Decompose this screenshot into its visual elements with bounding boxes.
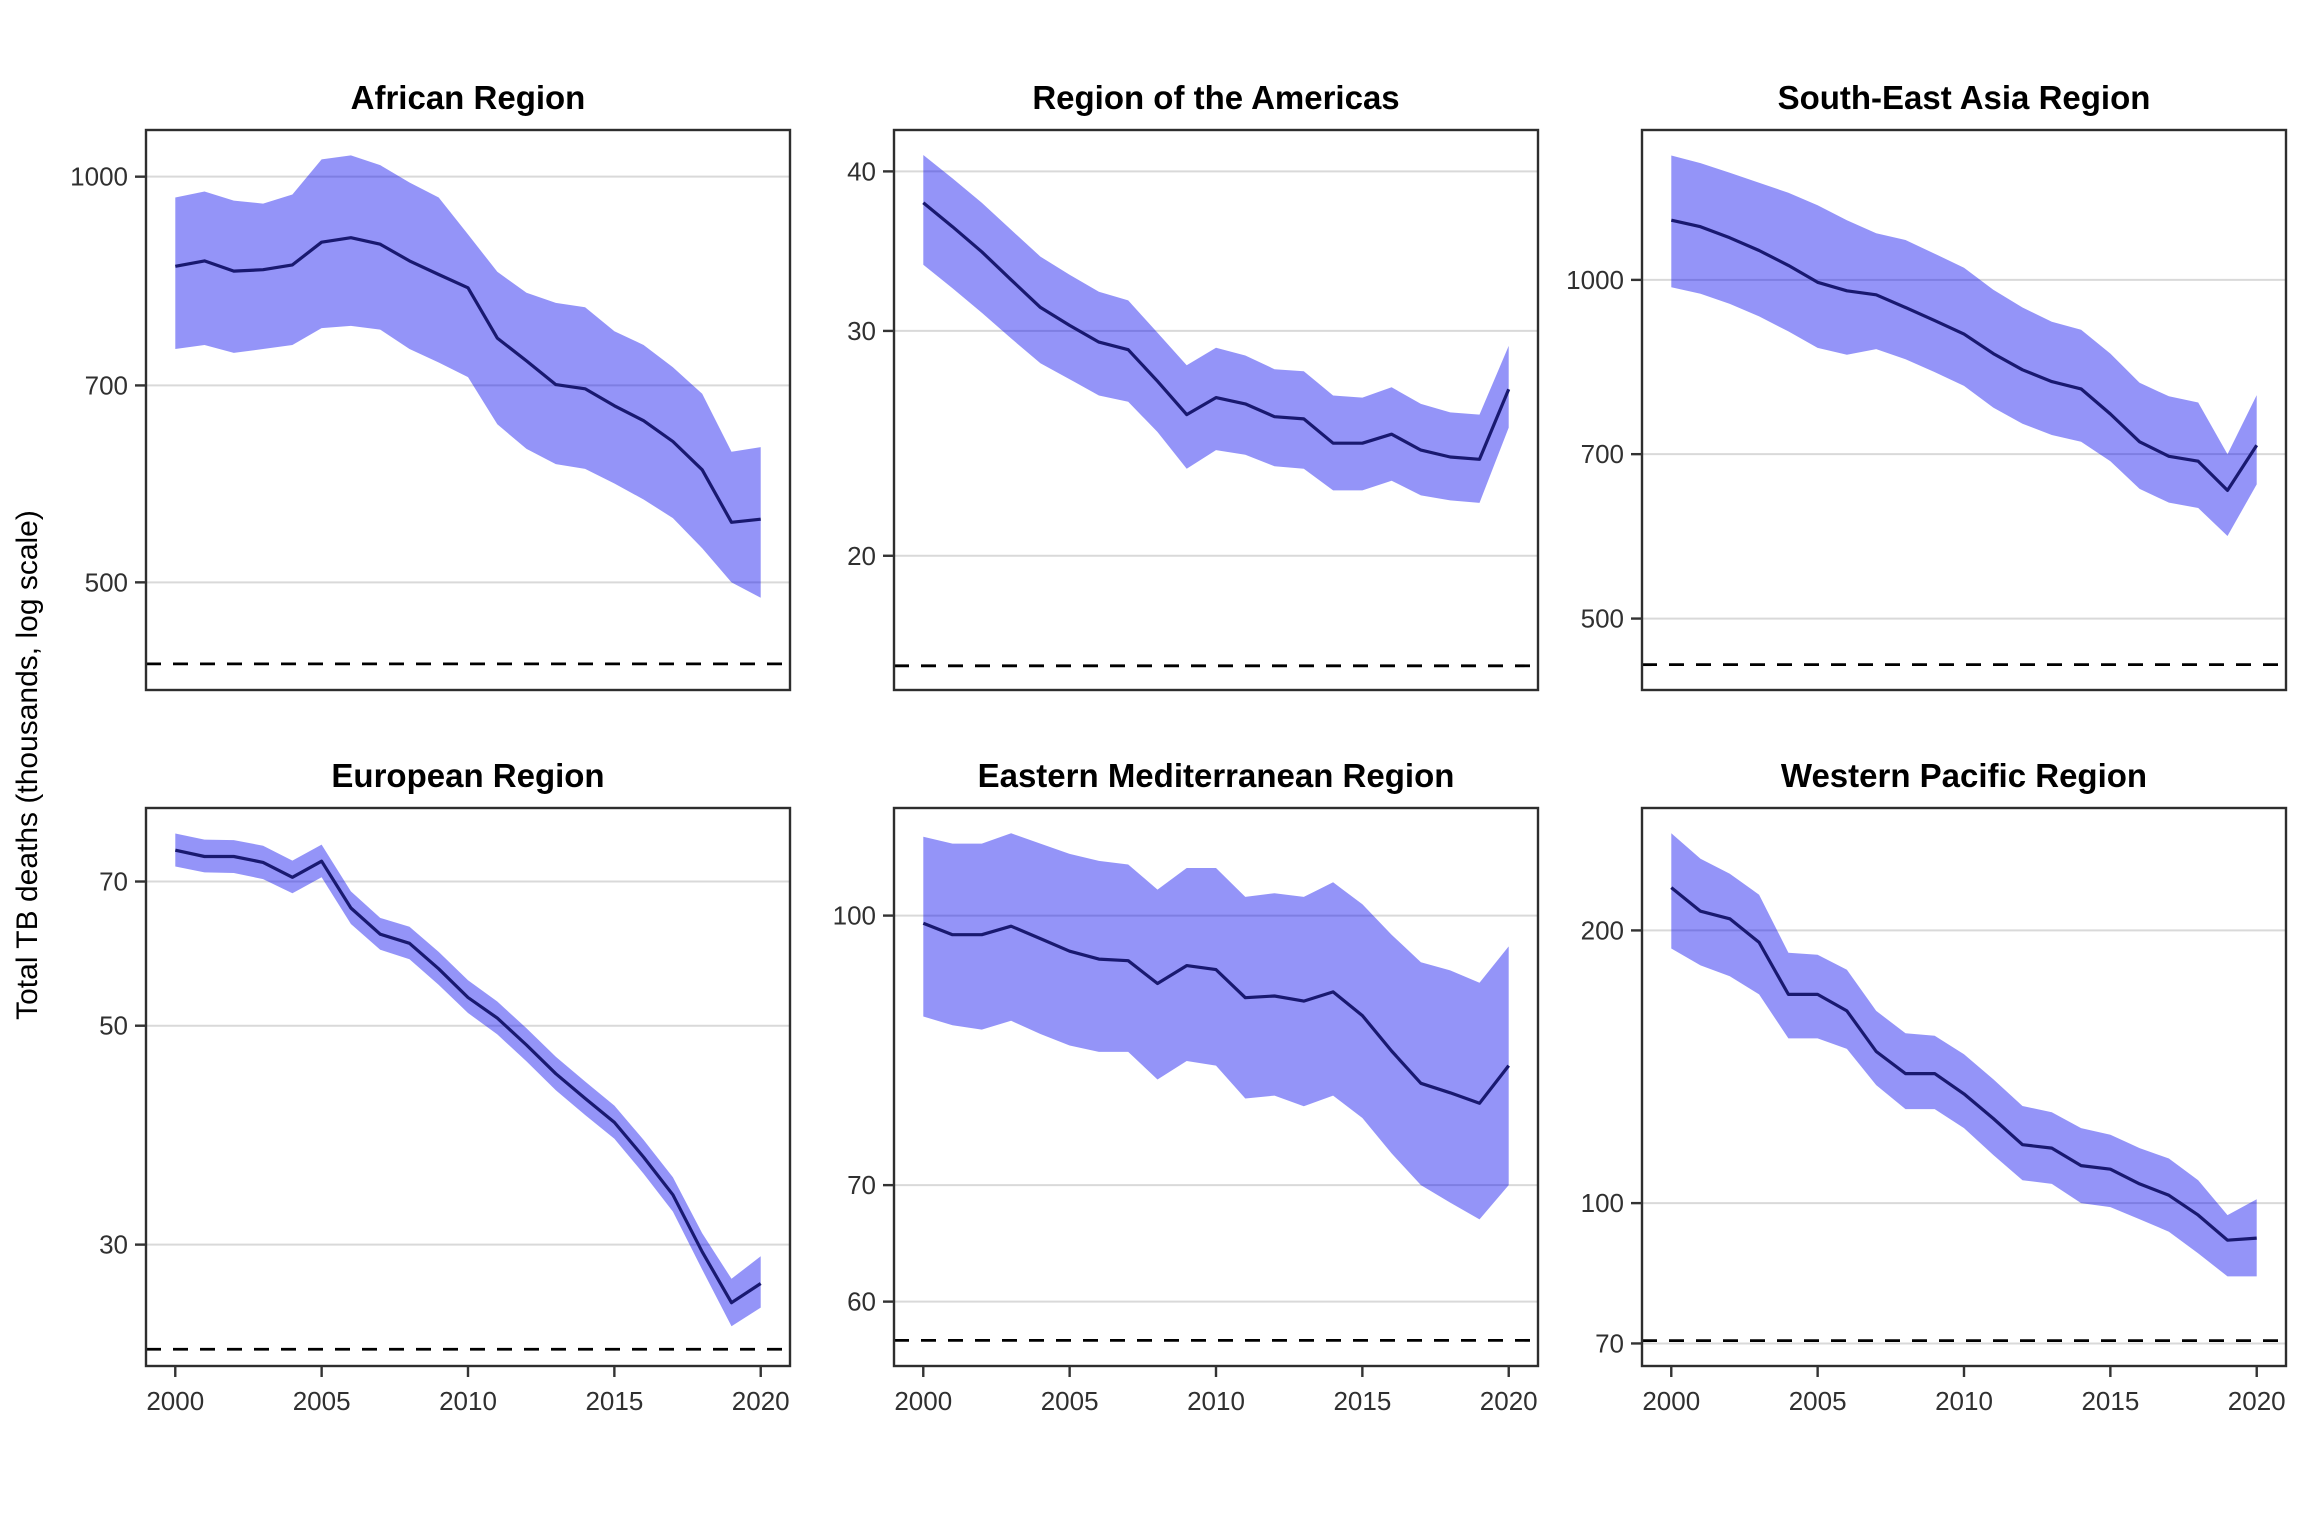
panel-border xyxy=(1640,128,2288,692)
y-tick-label: 200 xyxy=(1581,915,1624,945)
y-tick-label: 100 xyxy=(833,901,876,931)
y-tick-label: 100 xyxy=(1581,1188,1624,1218)
panel-region-of-the-americas: Region of the Americas 40 30 20 xyxy=(806,76,1554,698)
x-tick-label: 2005 xyxy=(293,1386,351,1416)
panel-title: Western Pacific Region xyxy=(1780,757,2148,794)
panel-title: African Region xyxy=(350,79,586,116)
panel-title: South-East Asia Region xyxy=(1777,79,2151,116)
x-tick-label: 2005 xyxy=(1789,1386,1847,1416)
y-tick-label: 1000 xyxy=(1566,265,1624,295)
x-tick-label: 2020 xyxy=(2228,1386,2286,1416)
trend-line xyxy=(1670,218,2259,492)
trend-line xyxy=(922,201,1511,461)
y-tick-label: 1000 xyxy=(70,162,128,192)
x-tick-label: 2010 xyxy=(1935,1386,1993,1416)
x-tick-label: 2020 xyxy=(732,1386,790,1416)
x-tick-label: 2000 xyxy=(146,1386,204,1416)
panel-title: Eastern Mediterranean Region xyxy=(977,757,1455,794)
trend-line xyxy=(174,848,762,1305)
panel-european-region: European Region 70 50 30 2000 2005 2010 2015 20… xyxy=(58,754,806,1420)
trend-line xyxy=(175,236,761,524)
y-tick-label: 40 xyxy=(847,156,876,186)
eastern-mediterranean-region-chart-canvas: 100 70 60 2000 2005 2010 2015 2020 xyxy=(833,806,1540,1416)
x-tick-label: 2000 xyxy=(894,1386,952,1416)
confidence-ribbon xyxy=(1671,155,2257,536)
african-region-chart-canvas: 1000 700 500 xyxy=(70,128,792,692)
y-tick-label: 50 xyxy=(99,1011,128,1041)
region-of-the-americas-chart-canvas: 40 30 20 xyxy=(847,128,1540,692)
x-tick-label: 2015 xyxy=(1333,1386,1391,1416)
confidence-ribbon xyxy=(923,155,1509,503)
panels-grid: African Region 1000 700 500 Region of the … xyxy=(58,76,2302,1420)
panel-south-east-asia-region: South-East Asia Region 1000 700 500 xyxy=(1554,76,2302,698)
x-tick-label: 2015 xyxy=(585,1386,643,1416)
y-tick-label: 700 xyxy=(1581,439,1624,469)
y-axis-title: Total TB deaths (thousands, log scale) xyxy=(11,510,44,1020)
x-tick-label: 2000 xyxy=(1642,1386,1700,1416)
y-tick-label: 70 xyxy=(847,1170,876,1200)
confidence-ribbon xyxy=(1671,833,2257,1277)
y-tick-label: 500 xyxy=(1581,604,1624,634)
south-east-asia-region-chart-canvas: 1000 700 500 xyxy=(1566,128,2288,692)
western-pacific-region-chart-canvas: 200 100 70 2000 2005 2010 2015 2020 xyxy=(1581,806,2288,1416)
panel-eastern-mediterranean-region: Eastern Mediterranean Region 100 70 60 2000… xyxy=(806,754,1554,1420)
panel-western-pacific-region: Western Pacific Region 200 100 70 2000 2005 2… xyxy=(1554,754,2302,1420)
x-tick-label: 2015 xyxy=(2081,1386,2139,1416)
y-tick-label: 30 xyxy=(99,1230,128,1260)
y-tick-label: 60 xyxy=(847,1287,876,1317)
x-tick-label: 2010 xyxy=(1187,1386,1245,1416)
panel-border xyxy=(144,128,792,692)
confidence-ribbon xyxy=(175,833,761,1327)
x-tick-label: 2005 xyxy=(1041,1386,1099,1416)
y-tick-label: 70 xyxy=(99,867,128,897)
y-tick-label: 20 xyxy=(847,541,876,571)
x-tick-label: 2010 xyxy=(439,1386,497,1416)
y-tick-label: 70 xyxy=(1595,1328,1624,1358)
panel-border xyxy=(892,128,1540,692)
panel-title: European Region xyxy=(331,757,605,794)
confidence-ribbon xyxy=(923,833,1509,1220)
panel-border xyxy=(144,806,792,1368)
y-tick-label: 30 xyxy=(847,316,876,346)
panel-african-region: African Region 1000 700 500 xyxy=(58,76,806,698)
y-tick-label: 700 xyxy=(85,370,128,400)
european-region-chart-canvas: 70 50 30 2000 2005 2010 2015 2020 xyxy=(99,806,792,1416)
panel-title: Region of the Americas xyxy=(1032,79,1400,116)
trend-line xyxy=(1670,886,2257,1242)
confidence-ribbon xyxy=(175,155,761,598)
x-tick-label: 2020 xyxy=(1480,1386,1538,1416)
y-tick-label: 500 xyxy=(85,567,128,597)
trend-line xyxy=(922,921,1510,1105)
